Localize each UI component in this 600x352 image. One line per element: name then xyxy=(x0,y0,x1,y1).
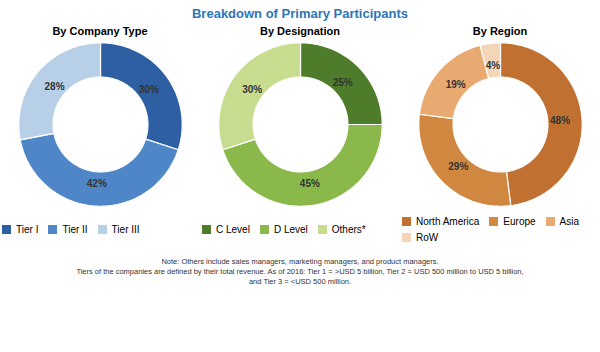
html-text:Tier III: Tier III xyxy=(111,224,140,235)
svg-text:29%: 29% xyxy=(448,161,468,172)
html-text:Tier I: Tier I xyxy=(16,224,39,235)
html-text:Asia: Asia xyxy=(559,215,580,227)
svg-text:28%: 28% xyxy=(45,81,65,92)
html-text:Others*: Others* xyxy=(331,224,366,235)
svg-text:4%: 4% xyxy=(486,60,501,71)
html-text:C Level: C Level xyxy=(216,224,250,235)
svg-text:25%: 25% xyxy=(333,77,353,88)
svg-text:30%: 30% xyxy=(242,84,262,95)
html-text:Europe: Europe xyxy=(503,215,536,227)
html-text:Breakdown of Primary Participa: Breakdown of Primary Participants xyxy=(192,6,408,21)
html-text:D Level: D Level xyxy=(273,224,308,235)
svg-text:19%: 19% xyxy=(446,79,466,90)
html-text:Note: Others include sales man: Note: Others include sales managers, mar… xyxy=(161,257,439,266)
html-text:North America: North America xyxy=(416,215,480,227)
html-text:Tiers of the companies are def: Tiers of the companies are defined by th… xyxy=(76,267,524,276)
html-text:and Tier 3 = <USD 500 million.: and Tier 3 = <USD 500 million. xyxy=(248,277,352,286)
svg-text:42%: 42% xyxy=(87,178,107,189)
svg-text:48%: 48% xyxy=(550,115,570,126)
html-text:RoW: RoW xyxy=(416,232,439,244)
html-text:By Company Type: By Company Type xyxy=(52,25,148,37)
html-text:By Region: By Region xyxy=(472,25,528,37)
svg-text:45%: 45% xyxy=(300,178,320,189)
html-text:Tier II: Tier II xyxy=(62,224,88,235)
svg-text:30%: 30% xyxy=(139,84,159,95)
html-text:By Designation: By Designation xyxy=(260,25,340,37)
